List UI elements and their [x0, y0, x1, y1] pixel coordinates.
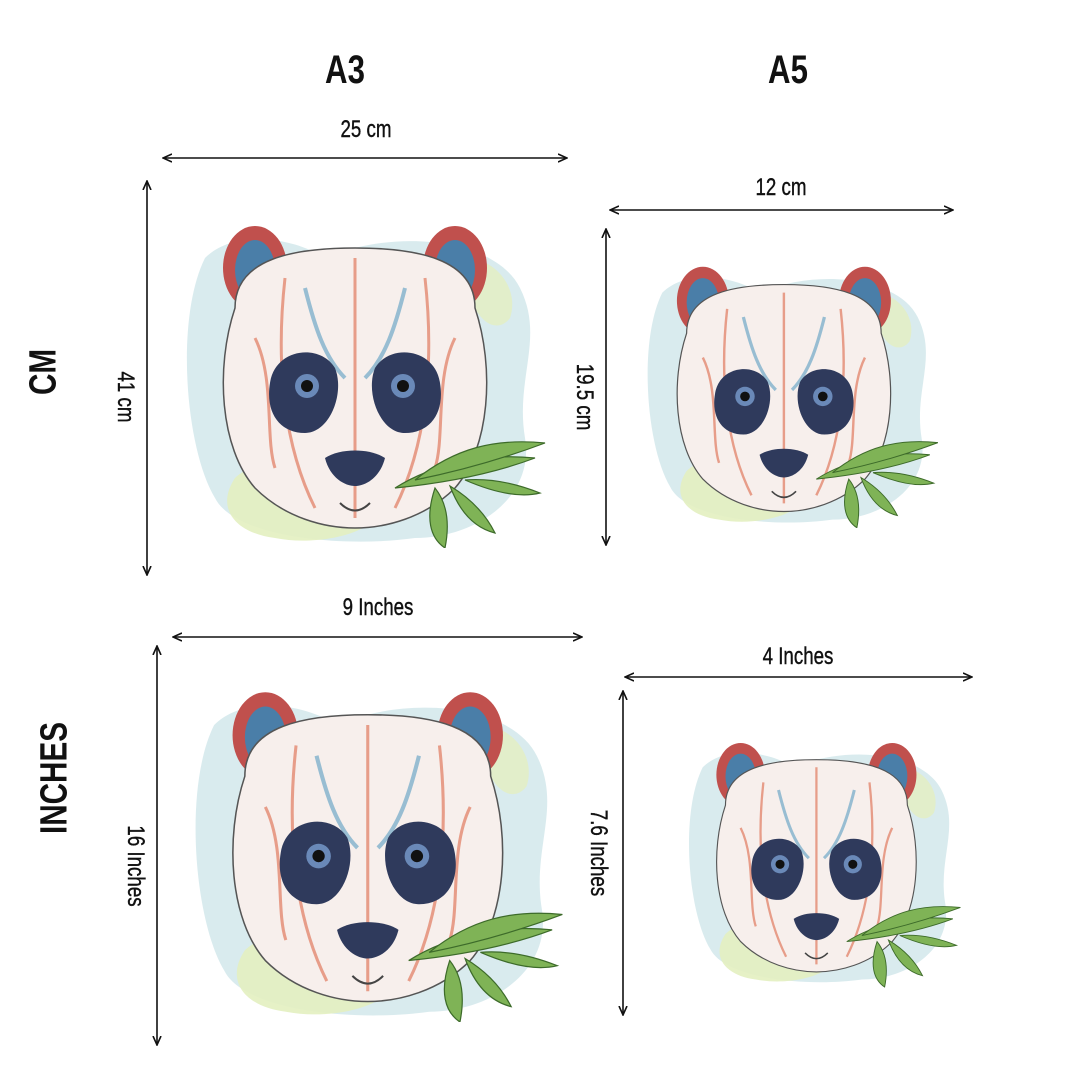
panda-illustration-in-a5 — [680, 728, 968, 996]
cm-a3-width-label: 25 cm — [340, 116, 392, 143]
in-a5-width-label: 4 Inches — [762, 643, 834, 670]
in-a3-height-label: 16 Inches — [122, 825, 149, 907]
panda-illustration-in-a3 — [183, 684, 573, 1022]
panda-illustration-cm-a3 — [175, 218, 555, 548]
cm-a5-width-label: 12 cm — [755, 174, 807, 201]
panda-illustration-cm-a5 — [638, 260, 946, 528]
cm-a5-height-label: 19.5 cm — [571, 363, 598, 431]
column-header-a3: A3 — [325, 48, 365, 92]
in-a5-height-label: 7.6 Inches — [585, 809, 612, 897]
in-a3-width-label: 9 Inches — [342, 594, 414, 621]
column-header-a5: A5 — [768, 48, 808, 92]
cm-a3-height-label: 41 cm — [112, 371, 139, 423]
